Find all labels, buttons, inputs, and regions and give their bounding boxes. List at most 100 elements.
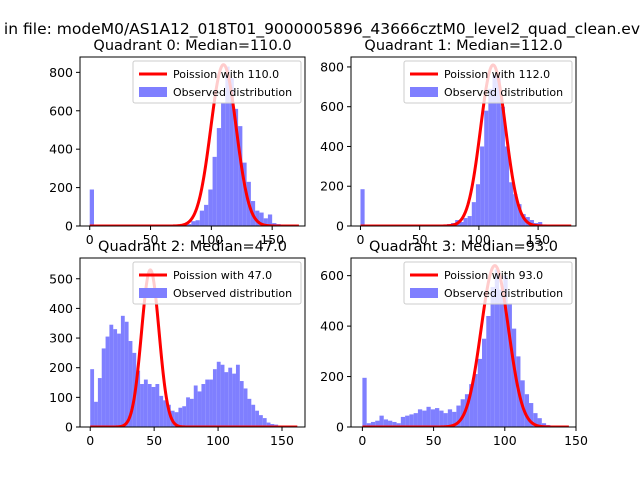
histogram-bar xyxy=(212,156,217,226)
histogram-bar xyxy=(159,395,164,427)
poisson-curve xyxy=(361,264,570,427)
y-tick-label: 400 xyxy=(320,139,344,154)
subplot-quadrant-0: Quadrant 0: Median=110.0 0 50 100 150 0 200 400… xyxy=(49,38,306,247)
histogram-bar xyxy=(405,415,410,427)
histogram-bar xyxy=(216,128,222,226)
histogram-bar xyxy=(191,221,196,226)
histogram-bar xyxy=(233,108,239,226)
histogram-bar xyxy=(362,377,367,427)
histogram-bar xyxy=(496,76,501,226)
histogram-bar xyxy=(392,421,397,427)
x-tick-label: 0 xyxy=(358,433,366,448)
subplot-quadrant-3: Quadrant 3: Median=93.0 0 50 100 150 0 200 400 6… xyxy=(320,239,588,448)
histogram-bar xyxy=(201,384,206,427)
poisson-curve xyxy=(88,63,300,226)
histogram-bar xyxy=(417,409,423,427)
histogram-bar xyxy=(388,420,393,427)
histogram-bar xyxy=(396,423,401,427)
histogram-bar xyxy=(383,419,389,427)
histogram-bar xyxy=(220,364,225,427)
axes-frame xyxy=(350,56,577,227)
x-tick-label: 0 xyxy=(86,433,94,448)
histogram-bar xyxy=(366,423,371,427)
histogram-bar xyxy=(109,324,114,427)
legend-poisson-label: Poission with 112.0 xyxy=(444,68,550,81)
histogram-bar xyxy=(503,275,508,427)
x-tick-label: 100 xyxy=(493,433,517,448)
y-tick-label: 800 xyxy=(49,65,73,80)
histogram-bar xyxy=(266,422,271,427)
histogram-bar xyxy=(136,370,141,427)
legend: Poission with 93.0 Observed distribution xyxy=(403,261,573,305)
histogram-bar xyxy=(370,421,376,427)
y-tick-label: 0 xyxy=(65,219,73,234)
histogram-bar xyxy=(208,189,213,226)
x-tick-label: 150 xyxy=(564,433,588,448)
histogram-bar xyxy=(409,414,414,427)
histogram-bar xyxy=(155,384,160,427)
histogram-bar xyxy=(182,406,187,427)
histogram-bar xyxy=(193,385,198,427)
histogram-bar xyxy=(147,384,152,427)
histogram-bar xyxy=(471,202,476,226)
histogram-bar xyxy=(199,210,205,226)
histogram-bar xyxy=(422,410,427,427)
subplot-quadrant-1: Quadrant 1: Median=112.0 0 50 100 150 0 200 400… xyxy=(320,38,577,247)
histogram-bar xyxy=(456,405,461,427)
legend-observed-label: Observed distribution xyxy=(444,86,563,99)
histogram-bar xyxy=(459,222,464,226)
x-tick-label: 50 xyxy=(412,232,428,247)
histogram-bar xyxy=(186,397,190,427)
histogram-bar xyxy=(197,391,202,427)
histogram-bar xyxy=(480,146,485,226)
histogram-bar xyxy=(267,214,273,226)
histogram-bar xyxy=(225,66,230,226)
histogram-bar xyxy=(529,220,534,226)
legend-observed-label: Observed distribution xyxy=(173,86,292,99)
histogram-bar xyxy=(212,369,217,427)
histogram-bar xyxy=(511,328,517,427)
histogram-bar xyxy=(243,388,248,427)
y-tick-label: 600 xyxy=(49,103,73,118)
y-tick-label: 0 xyxy=(336,219,344,234)
axes-frame xyxy=(350,257,577,428)
x-tick-label: 150 xyxy=(260,232,284,247)
legend-poisson-label: Poission with 47.0 xyxy=(173,269,272,282)
histogram-bar xyxy=(247,398,252,427)
histogram-bar xyxy=(504,146,510,226)
histogram-bar xyxy=(251,404,256,427)
histogram-bar xyxy=(426,406,431,427)
histogram-bar xyxy=(229,78,234,226)
legend-observed-label: Observed distribution xyxy=(173,287,292,300)
histogram-bar xyxy=(447,409,453,427)
legend-poisson-label: Poission with 93.0 xyxy=(444,269,543,282)
y-tick-label: 200 xyxy=(49,180,73,195)
histogram-bar xyxy=(477,358,483,427)
histogram-bar xyxy=(221,103,226,226)
figure-title: Data in file: modeM0/AS1A12_018T01_90000… xyxy=(0,20,640,39)
y-tick-label: 200 xyxy=(320,369,344,384)
histogram-bars xyxy=(90,315,282,427)
histogram-bar xyxy=(242,162,247,226)
y-tick-label: 400 xyxy=(49,301,73,316)
y-tick-label: 200 xyxy=(49,360,73,375)
histogram-bar xyxy=(509,182,514,226)
histogram-bar xyxy=(90,369,95,427)
histogram-bar xyxy=(507,303,512,427)
legend-box xyxy=(403,60,573,104)
histogram-bar xyxy=(538,222,543,226)
histogram-bar xyxy=(513,194,518,226)
histogram-bar xyxy=(524,394,530,427)
histogram-bar xyxy=(143,379,148,427)
legend-box xyxy=(132,261,302,305)
histogram-bar xyxy=(205,379,210,427)
histogram-bar xyxy=(541,423,547,427)
y-tick-label: 800 xyxy=(320,59,344,74)
histogram-bar xyxy=(533,413,538,427)
subplot-quadrant-2: Quadrant 2: Median=47.0 0 50 100 150 0 100 200 3… xyxy=(49,239,306,448)
histogram-bar xyxy=(163,400,167,427)
poisson-curve xyxy=(89,268,299,427)
histogram-bar xyxy=(224,372,229,427)
histogram-bar xyxy=(375,420,380,427)
